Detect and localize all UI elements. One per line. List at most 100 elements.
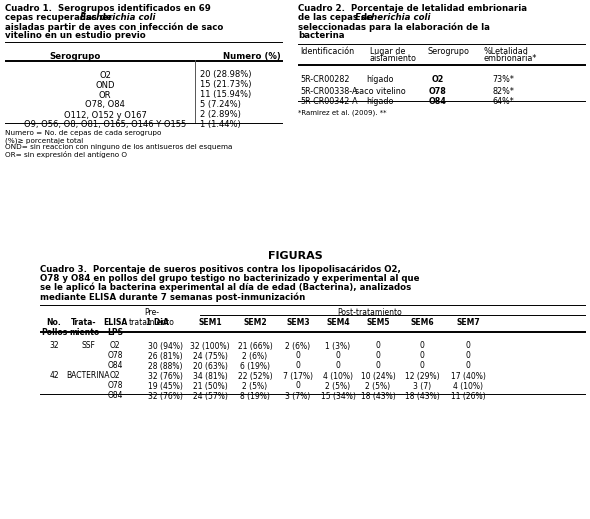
Text: cepas recuperadas de: cepas recuperadas de <box>5 13 115 22</box>
Text: vitelino en un estudio previo: vitelino en un estudio previo <box>5 31 146 40</box>
Text: Identificación: Identificación <box>300 47 354 56</box>
Text: 42: 42 <box>49 372 59 380</box>
Text: SEM3: SEM3 <box>286 318 310 327</box>
Text: 24 (75%): 24 (75%) <box>192 351 227 361</box>
Text: O78: O78 <box>107 351 123 361</box>
Text: 11 (26%): 11 (26%) <box>451 391 486 401</box>
Text: 20 (28.98%): 20 (28.98%) <box>200 71 251 79</box>
Text: seleccionadas para la elaboración de la: seleccionadas para la elaboración de la <box>298 22 490 32</box>
Text: Trata-
miento: Trata- miento <box>69 318 99 337</box>
Text: de las cepas de: de las cepas de <box>298 13 376 22</box>
Text: OND= sin reaccion con ninguno de los antisueros del esquema: OND= sin reaccion con ninguno de los ant… <box>5 144 232 151</box>
Text: FIGURAS: FIGURAS <box>268 251 322 261</box>
Text: O84: O84 <box>107 362 123 371</box>
Text: 4 (10%): 4 (10%) <box>453 381 483 390</box>
Text: %Letalidad: %Letalidad <box>483 47 528 56</box>
Text: O2: O2 <box>432 75 444 85</box>
Text: SEM5: SEM5 <box>366 318 390 327</box>
Text: 0: 0 <box>296 381 300 390</box>
Text: O2: O2 <box>110 372 120 380</box>
Text: O78: O78 <box>107 381 123 390</box>
Text: 82%*: 82%* <box>492 87 514 95</box>
Text: 64%*: 64%* <box>492 98 514 106</box>
Text: Numero (%): Numero (%) <box>223 52 281 61</box>
Text: 0: 0 <box>419 362 424 371</box>
Text: 2 (6%): 2 (6%) <box>286 342 310 350</box>
Text: 1 (1.44%): 1 (1.44%) <box>200 120 241 130</box>
Text: O84: O84 <box>107 391 123 401</box>
Text: (%)≥ porcentaje total: (%)≥ porcentaje total <box>5 138 83 144</box>
Text: 0: 0 <box>296 351 300 361</box>
Text: 2 (2.89%): 2 (2.89%) <box>200 111 241 119</box>
Text: aislamiento: aislamiento <box>370 54 417 63</box>
Text: Lugar de: Lugar de <box>370 47 405 56</box>
Text: 2 (5%): 2 (5%) <box>326 381 350 390</box>
Text: saco vitelino: saco vitelino <box>355 87 405 95</box>
Text: 0: 0 <box>376 342 381 350</box>
Text: 0: 0 <box>466 351 470 361</box>
Text: 32: 32 <box>49 342 59 350</box>
Text: O9, O56, O8, O81, O165, O146 Y O155: O9, O56, O8, O81, O165, O146 Y O155 <box>24 120 186 130</box>
Text: O78, O84: O78, O84 <box>85 101 125 110</box>
Text: mediante ELISA durante 7 semanas post-inmunización: mediante ELISA durante 7 semanas post-in… <box>40 292 305 302</box>
Text: 6 (19%): 6 (19%) <box>240 362 270 371</box>
Text: 0: 0 <box>296 362 300 371</box>
Text: 20 (63%): 20 (63%) <box>192 362 227 371</box>
Text: No.
Pollos: No. Pollos <box>41 318 67 337</box>
Text: 0: 0 <box>419 351 424 361</box>
Text: *Ramirez et al. (2009). **: *Ramirez et al. (2009). ** <box>298 110 386 116</box>
Text: 1 DiA: 1 DiA <box>146 318 168 327</box>
Text: 0: 0 <box>336 362 340 371</box>
Text: hígado: hígado <box>366 98 394 106</box>
Text: 11 (15.94%): 11 (15.94%) <box>200 90 251 100</box>
Text: embrionaria*: embrionaria* <box>483 54 536 63</box>
Text: 26 (81%): 26 (81%) <box>148 351 182 361</box>
Text: 3 (7%): 3 (7%) <box>286 391 310 401</box>
Text: Escherichia coli: Escherichia coli <box>80 13 156 22</box>
Text: SEM6: SEM6 <box>410 318 434 327</box>
Text: Serogrupo: Serogrupo <box>50 52 101 61</box>
Text: 18 (43%): 18 (43%) <box>360 391 395 401</box>
Text: 73%*: 73%* <box>492 75 514 85</box>
Text: 19 (45%): 19 (45%) <box>148 381 182 390</box>
Text: 17 (40%): 17 (40%) <box>451 372 486 380</box>
Text: 21 (66%): 21 (66%) <box>238 342 273 350</box>
Text: O112, O152 y O167: O112, O152 y O167 <box>64 111 146 119</box>
Text: SEM7: SEM7 <box>456 318 480 327</box>
Text: SSF: SSF <box>81 342 95 350</box>
Text: bacterina: bacterina <box>298 31 345 40</box>
Text: OND: OND <box>95 80 114 89</box>
Text: 2 (5%): 2 (5%) <box>242 381 267 390</box>
Text: Cuadro 3.  Porcentaje de sueros positivos contra los lipopolisacáridos O2,: Cuadro 3. Porcentaje de sueros positivos… <box>40 265 401 274</box>
Text: 0: 0 <box>376 362 381 371</box>
Text: Escherichia coli: Escherichia coli <box>355 13 431 22</box>
Text: 22 (52%): 22 (52%) <box>238 372 273 380</box>
Text: Post-tratamiento: Post-tratamiento <box>337 308 402 317</box>
Text: O2: O2 <box>99 71 111 79</box>
Text: 2 (6%): 2 (6%) <box>242 351 267 361</box>
Text: 32 (100%): 32 (100%) <box>190 342 230 350</box>
Text: SEM2: SEM2 <box>243 318 267 327</box>
Text: 2 (5%): 2 (5%) <box>365 381 391 390</box>
Text: 5R-CR00282: 5R-CR00282 <box>300 75 349 85</box>
Text: hígado: hígado <box>366 75 394 85</box>
Text: Serogrupo: Serogrupo <box>428 47 470 56</box>
Text: Pre-
tratamiento: Pre- tratamiento <box>129 308 175 327</box>
Text: BACTERINA: BACTERINA <box>66 372 110 380</box>
Text: SEM4: SEM4 <box>326 318 350 327</box>
Text: 15 (34%): 15 (34%) <box>320 391 355 401</box>
Text: 28 (88%): 28 (88%) <box>148 362 182 371</box>
Text: 0: 0 <box>376 351 381 361</box>
Text: se le aplicó la bacterina experimental al día de edad (Bacterina), analizados: se le aplicó la bacterina experimental a… <box>40 283 411 293</box>
Text: 4 (10%): 4 (10%) <box>323 372 353 380</box>
Text: Cuadro 2.  Porcentaje de letalidad embrionaria: Cuadro 2. Porcentaje de letalidad embrio… <box>298 4 527 13</box>
Text: 24 (57%): 24 (57%) <box>192 391 227 401</box>
Text: 5R-CR00342-A: 5R-CR00342-A <box>300 98 358 106</box>
Text: SEM1: SEM1 <box>198 318 222 327</box>
Text: 10 (24%): 10 (24%) <box>360 372 395 380</box>
Text: Numero = No. de cepas de cada serogrupo: Numero = No. de cepas de cada serogrupo <box>5 130 162 136</box>
Text: O78 y O84 en pollos del grupo testigo no bacterinizado y experimental al que: O78 y O84 en pollos del grupo testigo no… <box>40 274 419 283</box>
Text: O84: O84 <box>429 98 447 106</box>
Text: 0: 0 <box>466 362 470 371</box>
Text: ELISA
LPS: ELISA LPS <box>103 318 127 337</box>
